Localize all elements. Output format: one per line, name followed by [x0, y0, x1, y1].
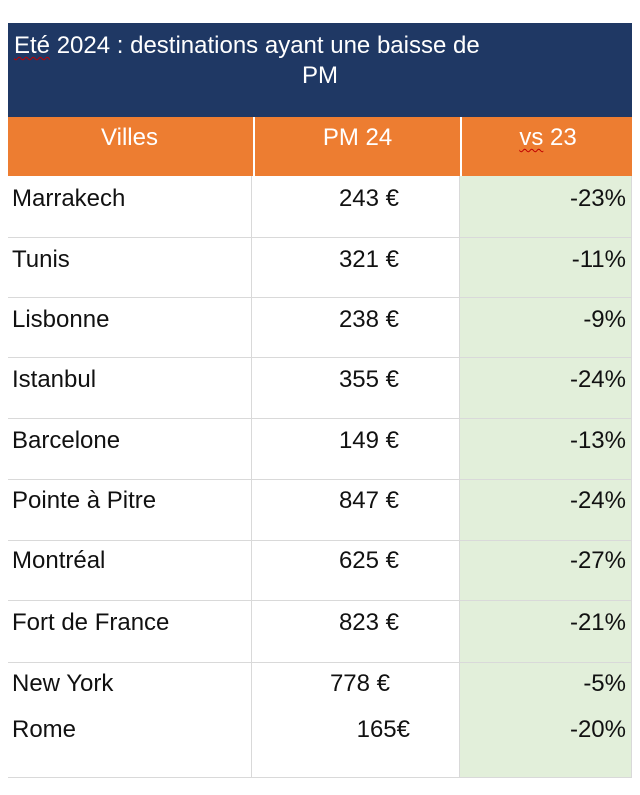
price-cell: 321 €: [338, 246, 399, 273]
table-header: Villes PM 24 vs 23: [8, 117, 632, 176]
city-cell: Montréal: [12, 547, 106, 574]
title-word-ete: Eté: [14, 32, 51, 59]
variation-cell: -23%: [569, 185, 626, 212]
city-cell: Lisbonne: [12, 306, 110, 333]
row-divider: [8, 297, 632, 298]
header-vs-word: vs: [519, 124, 544, 151]
column-divider: [251, 176, 252, 778]
city-cell: Pointe à Pitre: [12, 487, 157, 514]
row-divider: [8, 479, 632, 480]
row-divider: [8, 357, 632, 358]
price-cell: 823 €: [338, 609, 399, 636]
variation-cell: -5%: [583, 670, 626, 697]
price-cell: 165€: [356, 716, 410, 743]
variation-cell: -24%: [569, 487, 626, 514]
price-cell: 355 €: [338, 366, 399, 393]
city-cell: New York: [12, 670, 114, 697]
city-cell: Tunis: [12, 246, 70, 273]
header-vs-rest: 23: [543, 124, 577, 151]
header-price-24: PM 24: [253, 117, 460, 176]
table-body: Marrakech 243 € -23% Tunis 321 € -11% Li…: [8, 176, 632, 778]
variation-cell: -9%: [583, 306, 626, 333]
city-cell: Rome: [12, 716, 77, 743]
city-cell: Barcelone: [12, 427, 121, 454]
header-cities: Villes: [101, 124, 158, 151]
variation-cell: -11%: [571, 246, 626, 273]
table-title: Eté 2024 : destinations ayant une baisse…: [8, 23, 632, 117]
row-divider: [8, 662, 632, 663]
row-divider: [8, 418, 632, 419]
variation-cell: -20%: [569, 716, 626, 743]
price-cell: 243 €: [338, 185, 399, 212]
row-divider: [8, 540, 632, 541]
table-title-line2: PM: [302, 62, 338, 89]
title-text-rest: 2024 : destinations ayant une baisse de: [50, 32, 480, 59]
column-divider: [459, 176, 460, 778]
row-divider: [8, 600, 632, 601]
row-divider: [8, 237, 632, 238]
variation-cell: -21%: [569, 609, 626, 636]
header-vs-23: vs 23: [460, 117, 634, 176]
price-cell: 238 €: [338, 306, 399, 333]
city-cell: Fort de France: [12, 609, 170, 636]
variation-cell: -27%: [569, 547, 626, 574]
price-cell: 149 €: [338, 427, 399, 454]
variation-cell: -24%: [569, 366, 626, 393]
column-divider: [631, 176, 632, 778]
variation-column-background: [460, 176, 632, 778]
city-cell: Istanbul: [12, 366, 97, 393]
price-cell: 847 €: [338, 487, 399, 514]
table-title-line1: Eté 2024 : destinations ayant une baisse…: [14, 29, 480, 63]
variation-cell: -13%: [569, 427, 626, 454]
price-cell: 625 €: [338, 547, 399, 574]
row-divider: [8, 777, 632, 778]
price-cell: 778 €: [329, 670, 390, 697]
city-cell: Marrakech: [12, 185, 126, 212]
